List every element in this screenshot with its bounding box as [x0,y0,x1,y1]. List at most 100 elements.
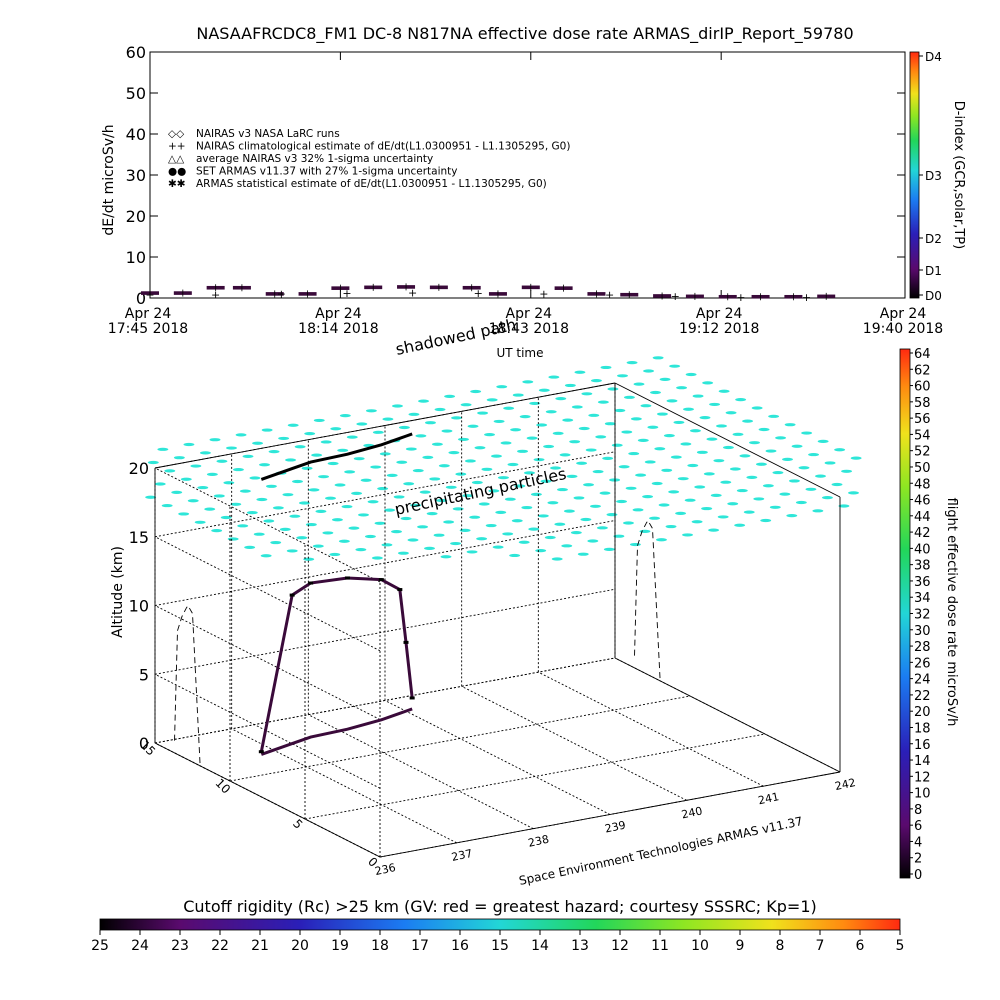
particle-dash [643,369,655,373]
particle-dash [559,453,571,457]
cutoff-tick-label: 7 [816,938,825,954]
particle-dash [663,433,675,438]
particle-dash [519,415,531,419]
particle-dash [481,467,493,471]
particle-dash [522,380,534,384]
cutoff-tick-label: 9 [736,938,745,954]
particle-dash [360,478,372,482]
flight-track-marker [409,696,415,700]
particle-dash [444,394,456,398]
particle-dash [190,464,202,468]
particle-dash [445,485,457,489]
particle-dash [484,432,496,437]
cutoff-tick-label: 19 [331,938,349,954]
cutoff-rigidity-label: Cutoff rigidity (Rc) >25 km (GV: red = g… [183,897,817,916]
particle-dash [760,518,772,523]
y-tick-label: 0 [136,289,146,308]
back-wall-grid-line [154,451,616,538]
particle-dash [426,512,438,516]
particle-dash [535,549,547,553]
particle-dash [502,532,514,536]
particle-dash [654,447,666,451]
particle-dash [261,428,273,432]
particle-dash [685,372,697,377]
particle-dash [180,477,192,481]
cutoff-tick-label: 5 [896,938,905,954]
particle-dash [786,514,798,518]
floor-grid-line [538,671,764,787]
particle-dash [588,413,600,417]
dose-tick-label: 64 [914,347,931,362]
particle-dash [346,435,358,439]
x-tick-label-time: 19:12 2018 [679,321,759,337]
particle-dash [692,394,704,398]
particle-dash [450,541,462,546]
particle-dash [512,393,524,397]
shadowed-path-line [260,432,413,481]
particle-dash [467,424,479,428]
particle-dash [244,545,256,549]
cutoff-tick-label: 17 [411,938,429,954]
box-edge [614,382,841,498]
particle-dash [206,472,218,477]
altitude-tick-label: 5 [139,665,149,684]
particle-dash [424,421,436,425]
particle-dash [742,419,754,423]
particle-dash [436,498,448,503]
particle-dash [511,519,523,523]
cutoff-tick-label: 12 [611,938,629,954]
particle-dash [226,446,237,450]
particle-dash [587,539,599,543]
particle-dash [640,404,652,408]
particle-dash [415,434,427,438]
flight-track-marker [345,576,350,580]
particle-dash [407,538,419,542]
altitude-tick-label: 10 [129,597,149,616]
particle-dash [677,477,689,481]
precipitating-particles-annotation: precipitating particles [393,464,568,519]
particle-dash [278,436,290,441]
particle-dash [503,406,515,410]
cutoff-tick-label: 16 [451,938,469,954]
particle-dash [171,490,183,494]
particle-dash [374,521,386,525]
y-tick-label: 40 [126,125,146,144]
particle-dash [727,502,739,506]
particle-dash [452,507,464,511]
particle-dash [699,416,711,420]
particle-dash [779,492,791,496]
particle-dash [466,550,478,554]
particle-dash [676,386,688,390]
particle-dash [490,454,502,458]
cutoff-tick-label: 15 [491,938,509,954]
particle-dash [285,458,297,462]
particle-dash [367,500,379,504]
back-wall-grid-line [154,657,616,744]
particle-dash [720,480,732,484]
particle-dash [617,374,628,378]
particle-dash [691,520,703,524]
particle-dash [675,511,687,515]
particle-dash [518,540,530,544]
particle-dash [304,432,316,436]
particle-dash [821,496,833,500]
d-index-tick-label: D1 [925,264,942,278]
particle-dash [164,469,176,473]
side-wall-grid-line [154,467,381,583]
particle-dash [659,377,671,381]
legend-symbol: ++ [168,141,186,153]
dose-tick-label: 54 [914,428,931,443]
particle-dash [669,364,681,368]
particle-dash [194,520,206,524]
particle-dash [418,399,430,403]
dose-tick-label: 12 [914,770,931,785]
particle-dash [220,515,232,520]
particle-dash [550,466,562,470]
particle-dash [384,508,396,512]
particle-dash [510,428,522,432]
particle-dash [161,503,173,508]
x-tick-label-date: Apr 24 [880,306,927,322]
particle-dash [526,436,538,440]
particle-dash [381,543,393,547]
